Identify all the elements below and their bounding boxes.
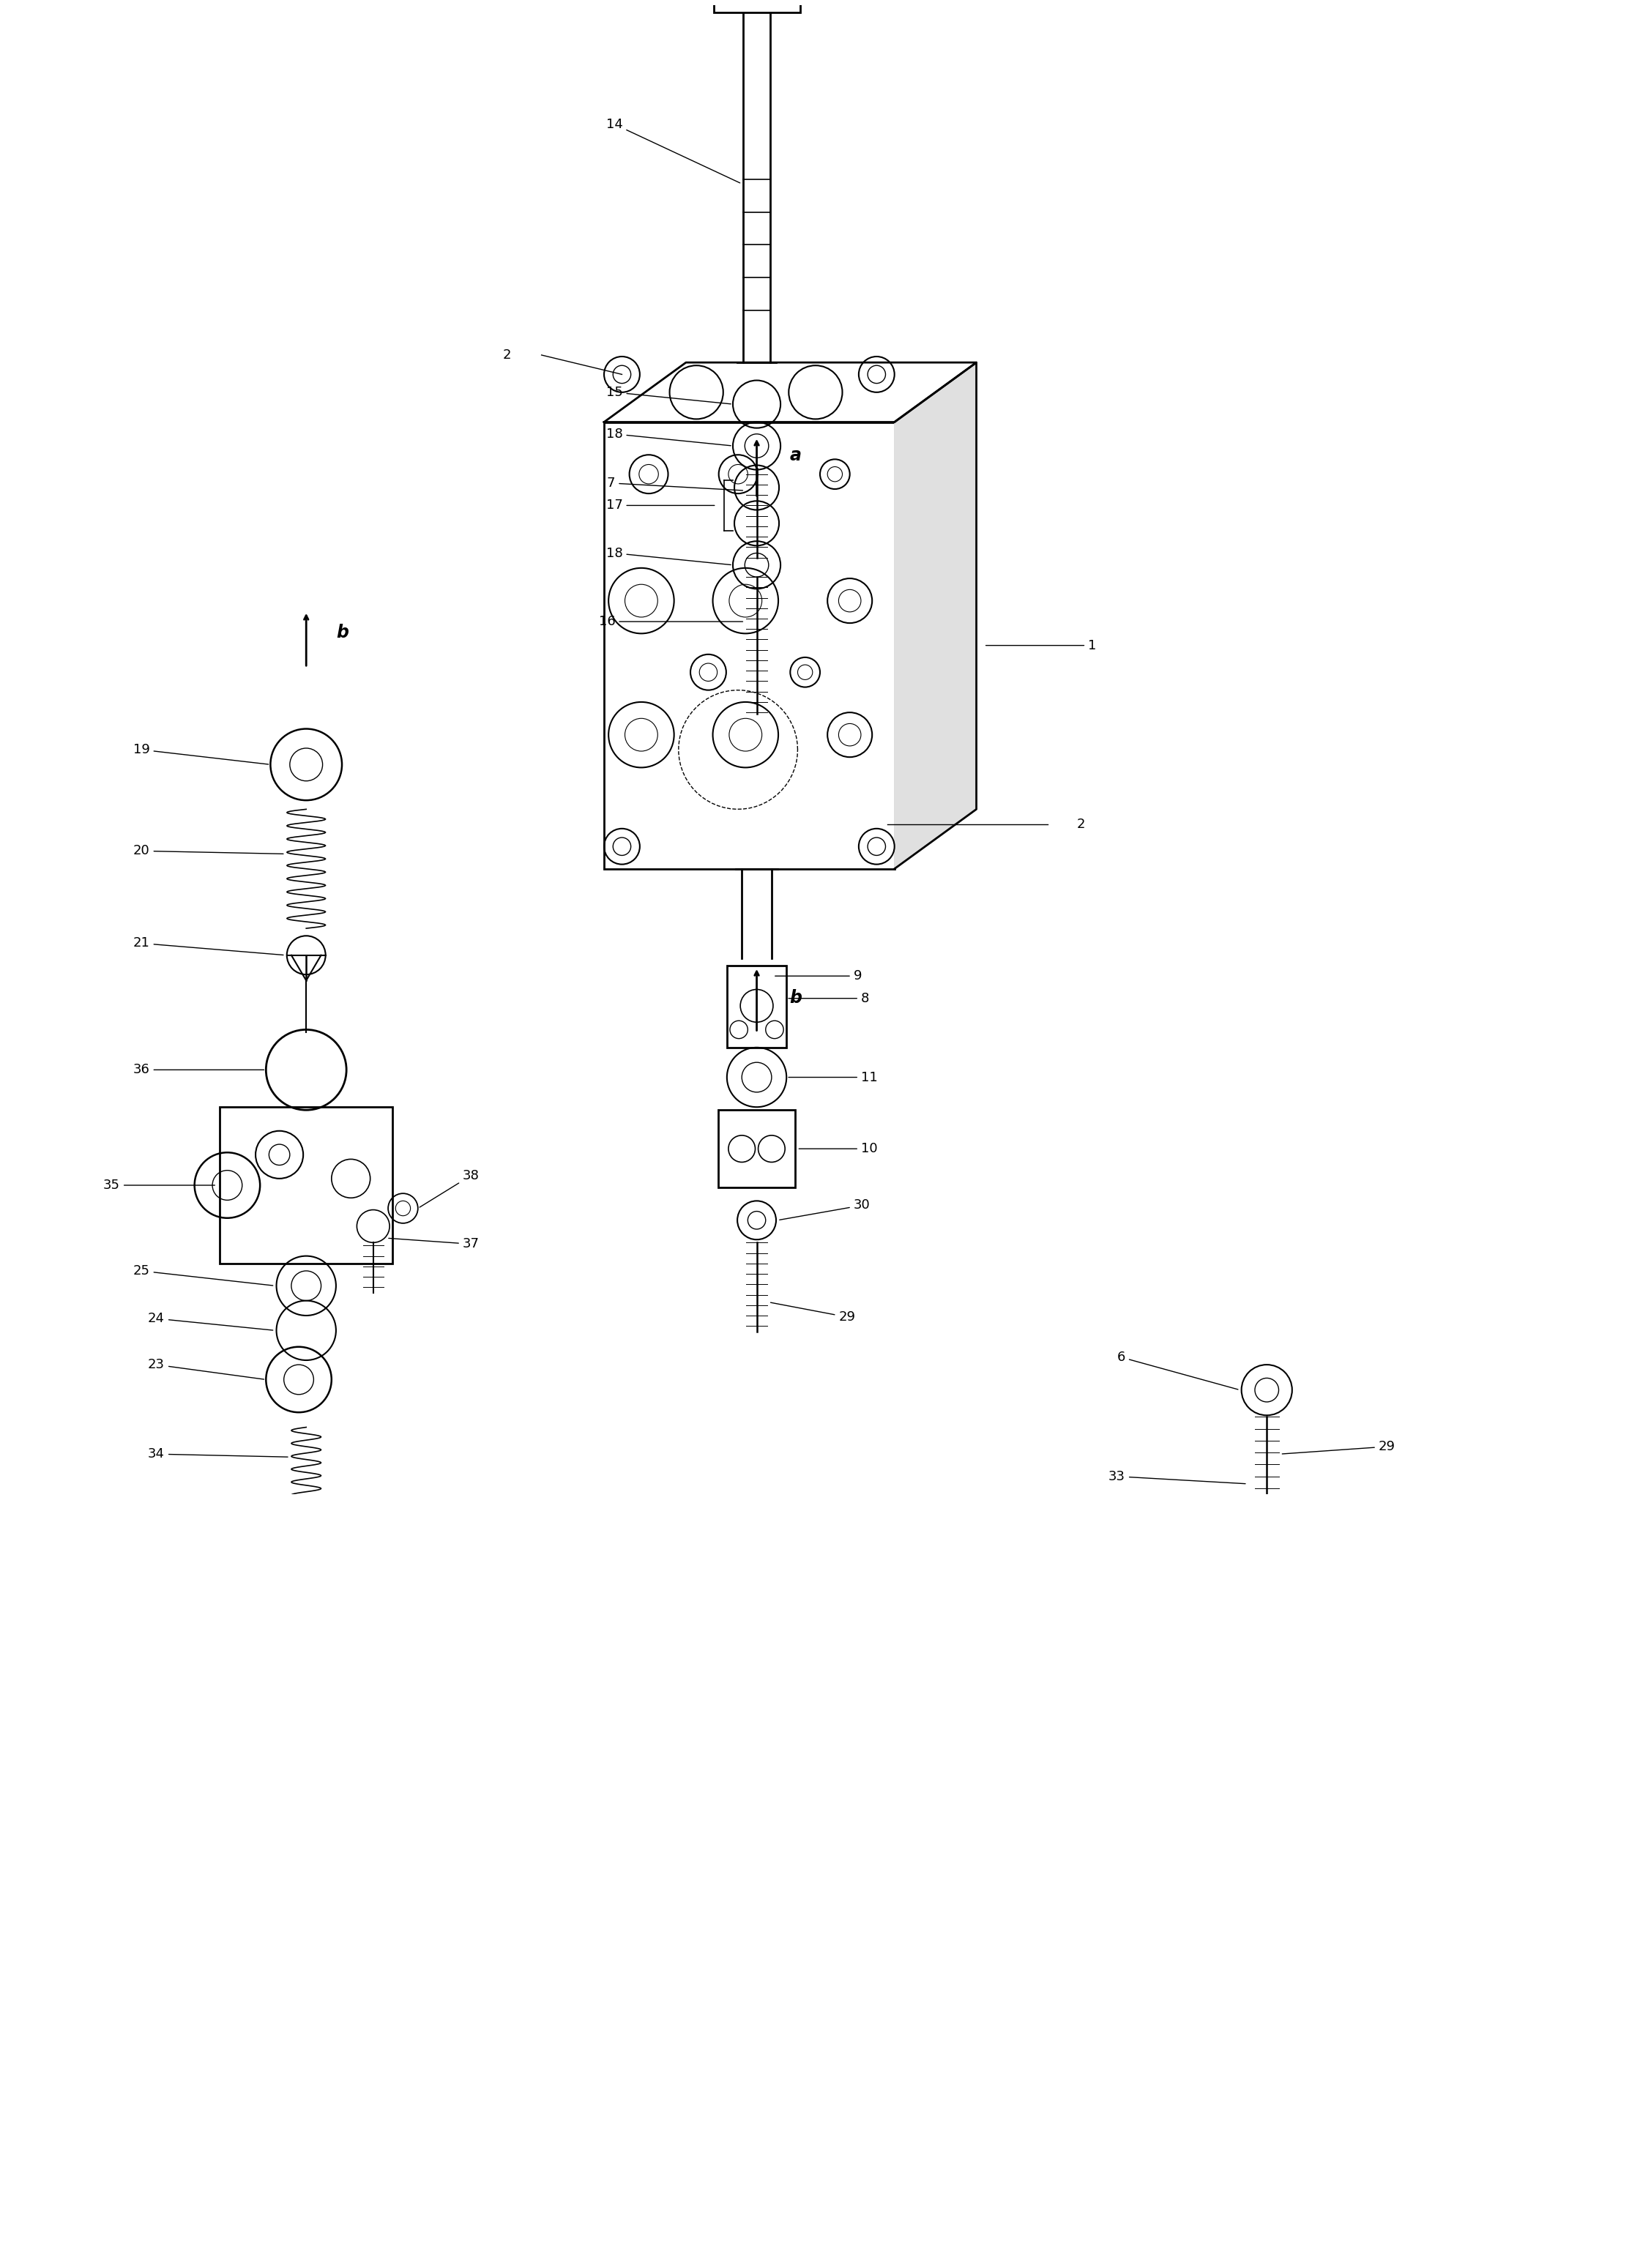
Text: 16: 16: [599, 615, 743, 628]
Polygon shape: [604, 363, 976, 422]
Text: 7: 7: [607, 476, 743, 490]
Text: b: b: [336, 624, 348, 642]
Text: 2: 2: [503, 349, 512, 361]
Bar: [220, 1107, 392, 1263]
Text: 34: 34: [148, 1447, 287, 1461]
Text: 6: 6: [1117, 1352, 1238, 1390]
Text: 14: 14: [605, 118, 740, 184]
Text: 20: 20: [133, 844, 284, 857]
Text: 17: 17: [605, 499, 715, 513]
Text: b: b: [789, 989, 802, 1007]
Bar: [1222, 1846, 1312, 2130]
Text: 11: 11: [789, 1070, 877, 1084]
Text: a: a: [789, 447, 802, 465]
Bar: [1219, 1588, 1315, 1631]
Text: 36: 36: [133, 1064, 264, 1077]
Text: 21: 21: [133, 937, 284, 955]
Polygon shape: [894, 363, 976, 869]
Bar: [727, 966, 787, 1048]
Text: 1: 1: [986, 640, 1097, 651]
Text: 37: 37: [389, 1238, 479, 1250]
Text: 9: 9: [776, 968, 863, 982]
Text: 30: 30: [779, 1200, 871, 1220]
Text: 8: 8: [789, 991, 869, 1005]
Text: 10: 10: [799, 1143, 877, 1154]
Text: 19: 19: [133, 744, 269, 764]
Text: 15: 15: [605, 386, 731, 404]
Bar: [713, 0, 800, 14]
Text: 35: 35: [103, 1179, 215, 1191]
Bar: [718, 1109, 795, 1188]
Text: 25: 25: [133, 1263, 272, 1286]
Bar: [604, 422, 894, 869]
Text: 24: 24: [148, 1311, 272, 1331]
Text: 18: 18: [607, 426, 731, 447]
Text: 2: 2: [1076, 816, 1084, 830]
Text: 29: 29: [771, 1302, 856, 1325]
Text: 23: 23: [148, 1359, 264, 1379]
Text: 38: 38: [420, 1168, 479, 1207]
Text: 29: 29: [1282, 1440, 1396, 1454]
Text: 33: 33: [1109, 1470, 1245, 1483]
Bar: [259, 1522, 354, 1619]
Text: 18: 18: [607, 547, 731, 565]
